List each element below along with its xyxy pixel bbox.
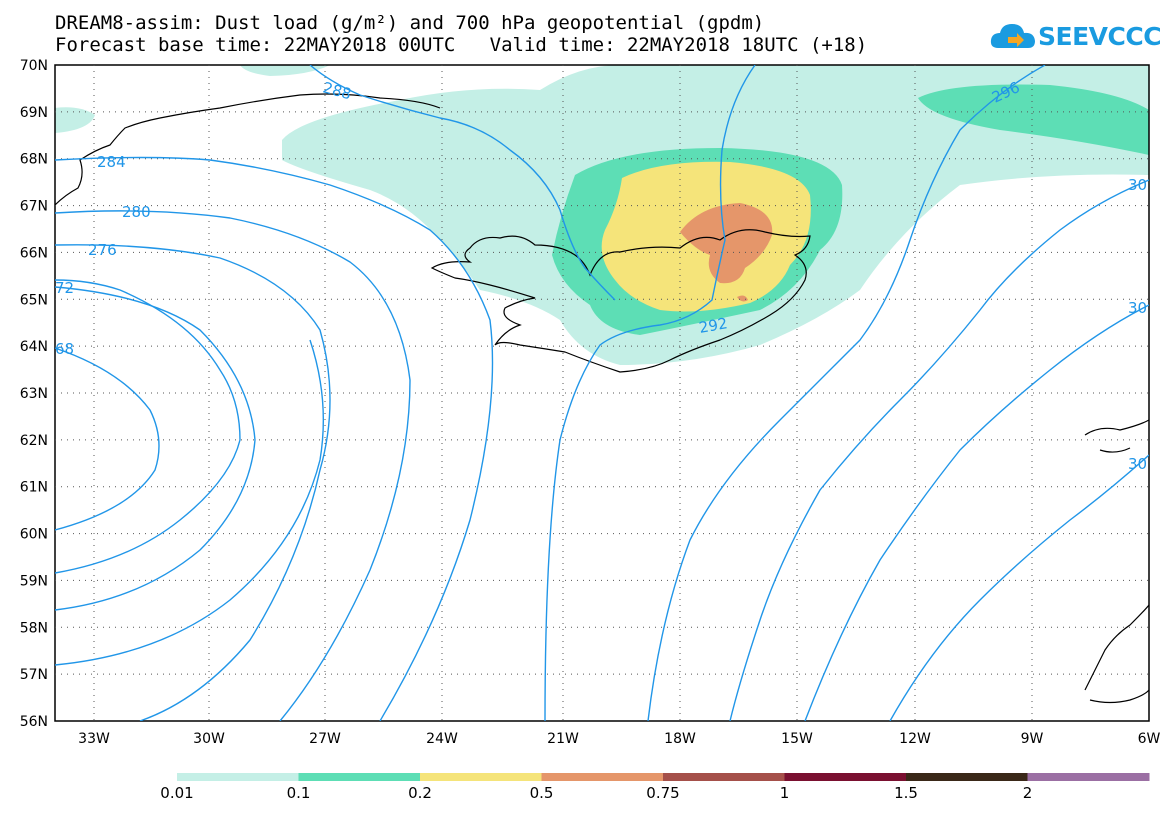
- dust-level-0.5: [737, 295, 748, 302]
- map-subtitle: Forecast base time: 22MAY2018 00UTC Vali…: [55, 34, 868, 56]
- contour-line: [729, 179, 1149, 721]
- map-title: DREAM8-assim: Dust load (g/m²) and 700 h…: [55, 12, 765, 34]
- latitude-label: 66N: [20, 245, 48, 261]
- latitude-label: 69N: [20, 105, 48, 121]
- longitude-label: 24W: [426, 731, 458, 747]
- longitude-label: 33W: [78, 731, 110, 747]
- latitude-label: 57N: [20, 667, 48, 683]
- colorbar-label: 1: [779, 784, 790, 802]
- dust-level-0.5: [680, 203, 773, 284]
- graticule: [55, 65, 1149, 721]
- latitude-label: 63N: [20, 386, 48, 402]
- contour-label: 30: [1128, 299, 1147, 317]
- contour-label: 292: [698, 314, 729, 337]
- geopotential-contours: [55, 65, 1149, 721]
- latitude-label: 61N: [20, 480, 48, 496]
- contour-line: [55, 156, 494, 721]
- latitude-label: 68N: [20, 152, 48, 168]
- latitude-labels: 70N 69N 68N 67N 66N 65N 64N 63N 62N 61N 60N 59N 58N 5…: [20, 58, 48, 730]
- contour-label: 68: [55, 340, 74, 358]
- contour-line: [544, 65, 756, 721]
- greenland-coastline: [55, 93, 441, 206]
- colorbar-swatch: [784, 773, 907, 781]
- latitude-label: 60N: [20, 527, 48, 543]
- longitude-labels: 33W 30W 27W 24W 21W 18W 15W 12W 9W 6W: [78, 731, 1160, 747]
- latitude-label: 64N: [20, 339, 48, 355]
- contour-line: [889, 454, 1149, 721]
- colorbar-label: 1.5: [894, 784, 918, 802]
- longitude-label: 21W: [547, 731, 579, 747]
- latitude-label: 59N: [20, 573, 48, 589]
- latitude-label: 67N: [20, 199, 48, 215]
- colorbar-label: 0.5: [529, 784, 554, 802]
- colorbar-swatch: [906, 773, 1028, 781]
- colorbar: [177, 773, 1150, 781]
- longitude-label: 9W: [1021, 731, 1044, 747]
- longitude-label: 30W: [193, 731, 225, 747]
- contour-line: [55, 244, 331, 721]
- contour-label: 276: [88, 241, 117, 259]
- longitude-label: 15W: [781, 731, 813, 747]
- latitude-label: 65N: [20, 292, 48, 308]
- longitude-label: 12W: [899, 731, 931, 747]
- contour-line: [55, 279, 241, 574]
- dust-level-0.1: [918, 84, 1149, 155]
- longitude-label: 27W: [309, 731, 341, 747]
- dust-level-0.01: [240, 65, 330, 76]
- scotland-coastline: [1084, 419, 1149, 704]
- colorbar-swatch: [177, 773, 299, 781]
- colorbar-label: 0.01: [160, 784, 194, 802]
- longitude-label: 18W: [664, 731, 696, 747]
- contour-line: [55, 210, 411, 721]
- cloud-icon: [990, 24, 1035, 48]
- colorbar-label: 2: [1022, 784, 1033, 802]
- colorbar-label: 0.75: [646, 784, 680, 802]
- logo-text: SEEVCCC: [1038, 22, 1162, 51]
- contour-line: [309, 65, 616, 301]
- colorbar-swatch: [1027, 773, 1150, 781]
- latitude-label: 58N: [20, 620, 48, 636]
- contour-labels: 288 284 280 276 72 68 292 296 30 30 30: [55, 78, 1147, 473]
- contour-line: [55, 339, 325, 666]
- latitude-label: 62N: [20, 433, 48, 449]
- dust-shading: [55, 65, 1149, 365]
- longitude-label: 6W: [1138, 731, 1161, 747]
- colorbar-swatch: [298, 773, 421, 781]
- contour-label: 72: [55, 279, 74, 297]
- contour-label: 30: [1128, 455, 1147, 473]
- colorbar-swatch: [541, 773, 664, 781]
- colorbar-label: 0.1: [286, 784, 311, 802]
- contour-line: [55, 286, 256, 611]
- contour-line: [647, 65, 1046, 721]
- colorbar-swatch: [663, 773, 785, 781]
- latitude-label: 56N: [20, 714, 48, 730]
- contour-label: 284: [97, 153, 126, 171]
- iceland-coastline: [430, 229, 811, 373]
- contour-label: 30: [1128, 176, 1147, 194]
- latitude-label: 70N: [20, 58, 48, 74]
- colorbar-label: 0.2: [408, 784, 432, 802]
- dust-level-0.01: [55, 107, 95, 133]
- seevccc-logo: SEEVCCC: [990, 16, 1162, 56]
- contour-label: 280: [122, 203, 151, 221]
- contour-line: [804, 304, 1149, 721]
- contour-line: [55, 347, 160, 531]
- colorbar-swatch: [420, 773, 542, 781]
- coastlines: [55, 93, 1149, 704]
